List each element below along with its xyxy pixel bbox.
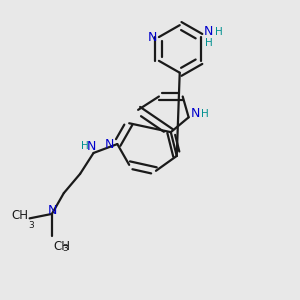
Text: CH: CH xyxy=(53,240,70,253)
Text: H: H xyxy=(215,27,223,37)
Text: N: N xyxy=(148,31,157,44)
Text: 3: 3 xyxy=(29,221,34,230)
Text: CH: CH xyxy=(11,209,28,222)
Text: N: N xyxy=(190,107,200,120)
Text: 3: 3 xyxy=(62,244,68,253)
Text: H: H xyxy=(201,109,209,119)
Text: H: H xyxy=(81,141,88,152)
Text: N: N xyxy=(204,25,214,38)
Text: N: N xyxy=(48,204,58,217)
Text: H: H xyxy=(205,38,213,48)
Text: N: N xyxy=(105,138,115,151)
Text: N: N xyxy=(86,140,96,153)
